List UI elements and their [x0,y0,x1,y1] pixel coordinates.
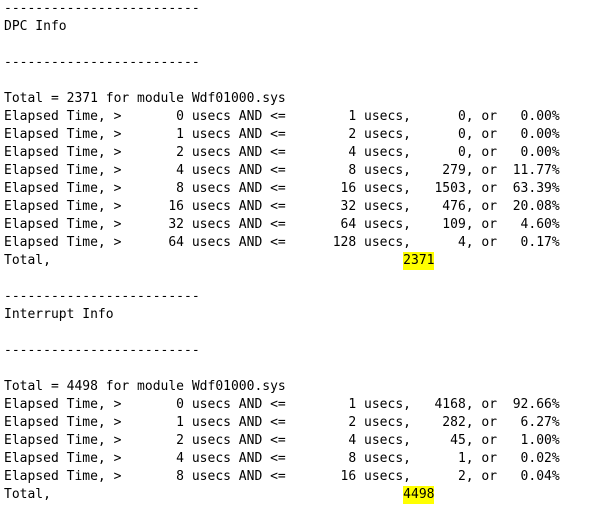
report-line [4,360,588,378]
report-line: Elapsed Time, > 8 usecs AND <= 16 usecs,… [4,468,588,486]
report-line: Total = 2371 for module Wdf01000.sys [4,90,588,108]
report-line-text: Total = 2371 for module Wdf01000.sys [4,91,286,106]
report-line-text: Elapsed Time, > 4 usecs AND <= 8 usecs, … [4,451,560,466]
report-line: Elapsed Time, > 2 usecs AND <= 4 usecs, … [4,144,588,162]
report-line: Elapsed Time, > 64 usecs AND <= 128 usec… [4,234,588,252]
report-line: ------------------------- [4,0,588,18]
report-line [4,270,588,288]
report-line-text: Elapsed Time, > 4 usecs AND <= 8 usecs, … [4,163,560,178]
report-line-text: Elapsed Time, > 2 usecs AND <= 4 usecs, … [4,433,560,448]
text-report: ------------------------- DPC Info -------… [4,0,588,504]
report-line-text: ------------------------- [4,1,200,16]
report-line-text: Elapsed Time, > 1 usecs AND <= 2 usecs, … [4,415,560,430]
report-line-text: Total, [4,487,404,502]
report-line-text: Elapsed Time, > 64 usecs AND <= 128 usec… [4,235,560,250]
report-line: Elapsed Time, > 2 usecs AND <= 4 usecs, … [4,432,588,450]
report-line: ------------------------- [4,342,588,360]
report-line-text: Elapsed Time, > 8 usecs AND <= 16 usecs,… [4,469,560,484]
report-line: DPC Info [4,18,588,36]
report-line-text: Elapsed Time, > 1 usecs AND <= 2 usecs, … [4,127,560,142]
report-line-text: DPC Info [4,19,67,34]
report-line-text: ------------------------- [4,55,200,70]
report-line: ------------------------- [4,288,588,306]
report-line [4,324,588,342]
report-line: Elapsed Time, > 1 usecs AND <= 2 usecs, … [4,126,588,144]
report-line-text: Elapsed Time, > 0 usecs AND <= 1 usecs, … [4,109,560,124]
report-line: Elapsed Time, > 32 usecs AND <= 64 usecs… [4,216,588,234]
report-line: Elapsed Time, > 8 usecs AND <= 16 usecs,… [4,180,588,198]
report-line-text: Elapsed Time, > 32 usecs AND <= 64 usecs… [4,217,560,232]
highlighted-total-value: 4498 [403,486,435,504]
report-line-text: Elapsed Time, > 8 usecs AND <= 16 usecs,… [4,181,560,196]
report-line: Elapsed Time, > 4 usecs AND <= 8 usecs, … [4,450,588,468]
report-line: Total, 4498 [4,486,588,504]
report-line-text: Total = 4498 for module Wdf01000.sys [4,379,286,394]
report-line [4,72,588,90]
report-line: Elapsed Time, > 0 usecs AND <= 1 usecs, … [4,396,588,414]
report-line-text: Elapsed Time, > 0 usecs AND <= 1 usecs, … [4,397,560,412]
report-line: Elapsed Time, > 4 usecs AND <= 8 usecs, … [4,162,588,180]
report-line: Total, 2371 [4,252,588,270]
report-line: Elapsed Time, > 1 usecs AND <= 2 usecs, … [4,414,588,432]
report-line-text: ------------------------- [4,289,200,304]
report-line-text: Total, [4,253,404,268]
report-line: Elapsed Time, > 0 usecs AND <= 1 usecs, … [4,108,588,126]
report-line-text: Elapsed Time, > 16 usecs AND <= 32 usecs… [4,199,560,214]
report-line: Interrupt Info [4,306,588,324]
report-line: Total = 4498 for module Wdf01000.sys [4,378,588,396]
report-line [4,36,588,54]
report-line-text: ------------------------- [4,343,200,358]
report-line: ------------------------- [4,54,588,72]
highlighted-total-value: 2371 [403,252,435,270]
report-line: Elapsed Time, > 16 usecs AND <= 32 usecs… [4,198,588,216]
report-line-text: Elapsed Time, > 2 usecs AND <= 4 usecs, … [4,145,560,160]
report-line-text: Interrupt Info [4,307,114,322]
